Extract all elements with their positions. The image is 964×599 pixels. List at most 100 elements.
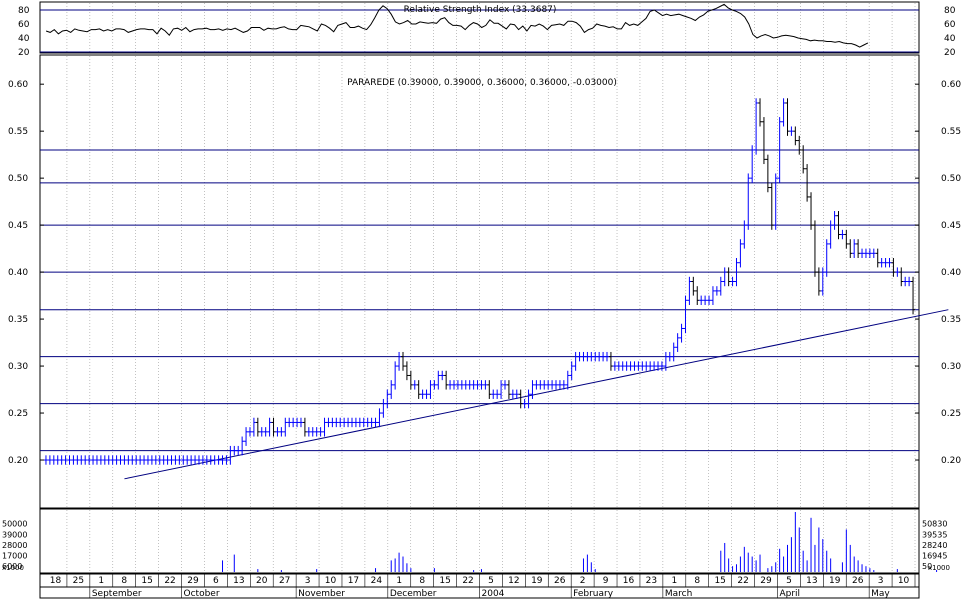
price-bars xyxy=(43,98,916,465)
month-labels: September October November December 2004 Febr… xyxy=(89,587,890,599)
volume-tick-left: 50000 xyxy=(2,520,27,529)
day-label: 5 xyxy=(786,576,792,586)
month-label: March xyxy=(665,589,692,599)
price-tick-right: 0.30 xyxy=(941,362,961,372)
day-label: 10 xyxy=(898,576,910,586)
day-label: 23 xyxy=(646,576,657,586)
rsi-tick-right: 20 xyxy=(944,48,956,58)
price-tick-left: 0.35 xyxy=(8,315,28,325)
price-tick-left: 0.55 xyxy=(8,127,28,137)
day-label: 15 xyxy=(714,576,725,586)
price-tick-left: 0.60 xyxy=(8,80,28,90)
price-vertical-grid xyxy=(66,56,916,507)
rsi-title: Relative Strength Index (33.3687) xyxy=(404,5,557,15)
price-horizontal-lines xyxy=(40,149,919,452)
volume-tick-left: 17000 xyxy=(2,552,27,561)
day-label: 20 xyxy=(256,576,268,586)
day-label: 26 xyxy=(554,576,566,586)
volume-tick-right: 28240 xyxy=(922,541,947,550)
volume-vertical-grid xyxy=(66,510,916,572)
price-tick-right: 0.60 xyxy=(941,80,961,90)
rsi-vertical-grid xyxy=(66,3,916,52)
month-label: September xyxy=(92,589,142,599)
series-label: PARAREDE (0.39000, 0.39000, 0.36000, 0.3… xyxy=(347,78,617,88)
day-label: 1 xyxy=(396,576,402,586)
day-label: 26 xyxy=(852,576,864,586)
month-label: 2004 xyxy=(482,589,505,599)
price-tick-right: 0.55 xyxy=(941,127,961,137)
day-label: 13 xyxy=(806,576,817,586)
day-label: 22 xyxy=(737,576,748,586)
volume-tick-left: 39000 xyxy=(2,530,27,539)
day-label: 27 xyxy=(279,576,290,586)
x-axis: 18 25 1 8 15 22 29 6 13 20 27 3 10 17 24 1 8 15 22 5 12 19 26 2… xyxy=(39,573,920,599)
day-label: 22 xyxy=(164,576,175,586)
day-label: 17 xyxy=(348,576,359,586)
month-label: April xyxy=(779,589,800,599)
rsi-tick-left: 80 xyxy=(18,6,30,16)
price-tick-right: 0.50 xyxy=(941,174,961,184)
price-tick-left: 0.40 xyxy=(8,268,28,278)
month-label: December xyxy=(390,589,437,599)
price-tick-right: 0.20 xyxy=(941,456,961,466)
price-tick-left: 0.50 xyxy=(8,174,28,184)
day-label: 8 xyxy=(121,576,127,586)
day-label: 12 xyxy=(508,576,519,586)
volume-bars xyxy=(222,512,938,572)
day-label: 24 xyxy=(371,576,383,586)
volume-tick-right: 50830 xyxy=(922,520,947,529)
price-tick-left: 0.20 xyxy=(8,456,28,466)
volume-unit-label-right: x1000 xyxy=(928,564,950,572)
day-label: 5 xyxy=(488,576,494,586)
day-label: 19 xyxy=(829,576,841,586)
day-label: 1 xyxy=(98,576,104,586)
day-label: 10 xyxy=(325,576,337,586)
day-label: 3 xyxy=(305,576,311,586)
rsi-tick-right: 60 xyxy=(944,20,956,30)
rsi-reference-lines xyxy=(40,9,919,53)
day-label: 18 xyxy=(50,576,62,586)
day-label: 8 xyxy=(419,576,425,586)
day-label: 16 xyxy=(623,576,635,586)
price-tick-right: 0.45 xyxy=(941,221,961,231)
volume-tick-left: 6000 xyxy=(2,562,22,571)
price-tick-right: 0.35 xyxy=(941,315,961,325)
price-tick-right: 0.40 xyxy=(941,268,961,278)
rsi-tick-left: 60 xyxy=(18,20,30,30)
price-tick-left: 0.25 xyxy=(8,409,28,419)
volume-tick-right: 50 xyxy=(922,562,932,571)
day-label: 2 xyxy=(580,576,586,586)
day-label: 8 xyxy=(694,576,700,586)
day-label: 19 xyxy=(531,576,543,586)
month-label: May xyxy=(871,589,890,599)
volume-unit-label: x1000 xyxy=(2,564,24,572)
price-y-axis: 0.60 0.60 0.55 0.55 0.50 0.50 0.45 0.45 0.40 0.40… xyxy=(8,80,961,466)
month-label: October xyxy=(184,589,220,599)
month-label: November xyxy=(298,589,345,599)
day-label: 15 xyxy=(439,576,450,586)
trendline xyxy=(124,309,949,480)
rsi-tick-left: 40 xyxy=(18,34,30,44)
volume-panel: 50000 50830 39000 39535 28000 28240 17000 16945… xyxy=(2,508,950,574)
day-label: 22 xyxy=(462,576,473,586)
price-tick-left: 0.30 xyxy=(8,362,28,372)
rsi-panel: 80 80 60 60 40 40 20 20 Relative Strength Index… xyxy=(18,1,956,58)
rsi-y-axis: 80 80 60 60 40 40 20 20 xyxy=(18,6,956,58)
day-label: 9 xyxy=(603,576,609,586)
price-tick-right: 0.25 xyxy=(941,409,961,419)
day-label: 1 xyxy=(671,576,677,586)
price-tick-left: 0.45 xyxy=(8,221,28,231)
day-label: 3 xyxy=(878,576,884,586)
month-label: February xyxy=(573,589,614,599)
rsi-line xyxy=(45,3,869,48)
rsi-tick-right: 40 xyxy=(944,34,956,44)
price-panel: 0.60 0.60 0.55 0.55 0.50 0.50 0.45 0.45 0.40 0.40… xyxy=(8,54,961,509)
day-label: 29 xyxy=(760,576,772,586)
volume-y-axis: 50000 50830 39000 39535 28000 28240 17000 16945… xyxy=(2,520,947,572)
rsi-tick-left: 20 xyxy=(18,48,30,58)
rsi-tick-right: 80 xyxy=(944,6,956,16)
volume-tick-left: 28000 xyxy=(2,541,27,550)
day-label: 29 xyxy=(187,576,199,586)
day-label: 6 xyxy=(213,576,219,586)
